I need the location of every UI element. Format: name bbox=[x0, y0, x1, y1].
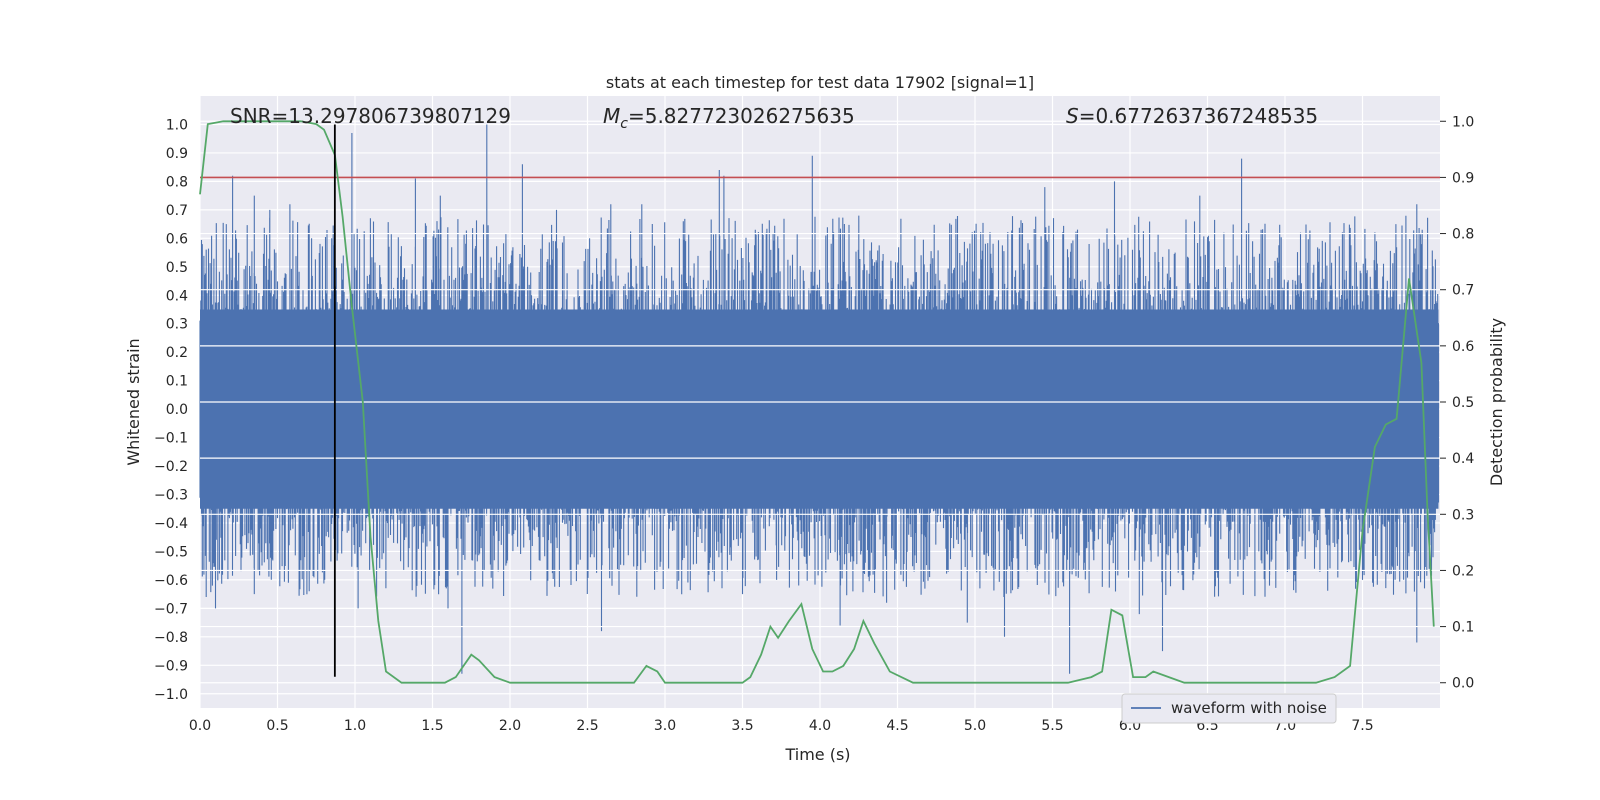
x-tick-label: 2.0 bbox=[499, 718, 521, 734]
y2-tick-label: 0.4 bbox=[1452, 451, 1474, 467]
y-tick-label: 1.0 bbox=[166, 117, 188, 133]
x-tick-label: 1.0 bbox=[344, 718, 366, 734]
y2-tick-label: 0.9 bbox=[1452, 170, 1474, 186]
x-tick-label: 4.5 bbox=[886, 718, 908, 734]
y-tick-label: 0.1 bbox=[166, 374, 188, 390]
y-tick-label: 0.7 bbox=[166, 203, 188, 219]
x-tick-label: 4.0 bbox=[809, 718, 831, 734]
x-tick-label: 3.5 bbox=[731, 718, 753, 734]
y-tick-label: 0.3 bbox=[166, 317, 188, 333]
x-tick-label: 2.5 bbox=[576, 718, 598, 734]
y-tick-label: 0.6 bbox=[166, 231, 188, 247]
x-tick-label: 0.5 bbox=[266, 718, 288, 734]
y2-tick-label: 0.7 bbox=[1452, 283, 1474, 299]
y2-tick-label: 0.1 bbox=[1452, 620, 1474, 636]
y2-tick-label: 1.0 bbox=[1452, 114, 1474, 130]
s-value: =0.6772637367248535 bbox=[1079, 104, 1318, 128]
y-tick-label: −1.0 bbox=[154, 687, 188, 703]
y2-axis-ticks: 1.0 0.9 0.8 0.7 0.6 0.5 0.4 0.3 0.2 0.1 0.0 bbox=[1440, 114, 1474, 692]
y-tick-label: 0.8 bbox=[166, 174, 188, 190]
y-tick-label: 0.9 bbox=[166, 146, 188, 162]
x-tick-label: 5.0 bbox=[964, 718, 986, 734]
x-axis-title: Time (s) bbox=[784, 745, 850, 764]
y-tick-label: −0.9 bbox=[154, 658, 188, 674]
x-tick-label: 0.0 bbox=[189, 718, 211, 734]
y-tick-label: −0.4 bbox=[154, 516, 188, 532]
y-axis-ticks: 1.0 0.9 0.8 0.7 0.6 0.5 0.4 0.3 0.2 0.1 0.0 −0.1 −0.… bbox=[154, 117, 188, 702]
y2-tick-label: 0.6 bbox=[1452, 339, 1474, 355]
x-tick-label: 7.5 bbox=[1351, 718, 1373, 734]
snr-annotation: SNR=13.297806739807129 bbox=[230, 104, 511, 128]
y2-tick-label: 0.8 bbox=[1452, 227, 1474, 243]
y2-tick-label: 0.3 bbox=[1452, 507, 1474, 523]
legend: waveform with noise bbox=[1121, 693, 1337, 724]
series-detection-probability bbox=[199, 120, 1435, 684]
y-tick-label: 0.5 bbox=[166, 260, 188, 276]
x-tick-label: 5.5 bbox=[1041, 718, 1063, 734]
s-symbol: S bbox=[1066, 104, 1079, 128]
y-axis-title: Whitened strain bbox=[124, 338, 143, 465]
series-waveform bbox=[199, 124, 1440, 674]
chirp-mass-annotation: Mc=5.827723026275635 bbox=[603, 104, 855, 132]
y-tick-label: −0.7 bbox=[154, 601, 188, 617]
s-annotation: S=0.6772637367248535 bbox=[1066, 104, 1318, 128]
y2-axis-title: Detection probability bbox=[1487, 318, 1506, 486]
mc-value: =5.827723026275635 bbox=[628, 104, 855, 128]
legend-box bbox=[1121, 693, 1337, 724]
y2-tick-label: 0.5 bbox=[1452, 395, 1474, 411]
mc-symbol: M bbox=[603, 104, 620, 128]
y-tick-label: −0.6 bbox=[154, 573, 188, 589]
y2-tick-label: 0.2 bbox=[1452, 563, 1474, 579]
mc-subscript: c bbox=[620, 116, 628, 132]
chart-title: stats at each timestep for test data 179… bbox=[606, 73, 1034, 92]
y-tick-label: −0.3 bbox=[154, 488, 188, 504]
y-tick-label: 0.0 bbox=[166, 402, 188, 418]
x-tick-label: 3.0 bbox=[654, 718, 676, 734]
waveform-dense-band bbox=[200, 309, 1439, 509]
y-tick-label: −0.1 bbox=[154, 431, 188, 447]
y-tick-label: −0.5 bbox=[154, 544, 188, 560]
x-tick-label: 1.5 bbox=[421, 718, 443, 734]
y-tick-label: −0.8 bbox=[154, 630, 188, 646]
legend-label-waveform: waveform with noise bbox=[1171, 699, 1327, 717]
y-tick-label: 0.4 bbox=[166, 288, 188, 304]
y-tick-label: 0.2 bbox=[166, 345, 188, 361]
y-tick-label: −0.2 bbox=[154, 459, 188, 475]
y2-tick-label: 0.0 bbox=[1452, 676, 1474, 692]
